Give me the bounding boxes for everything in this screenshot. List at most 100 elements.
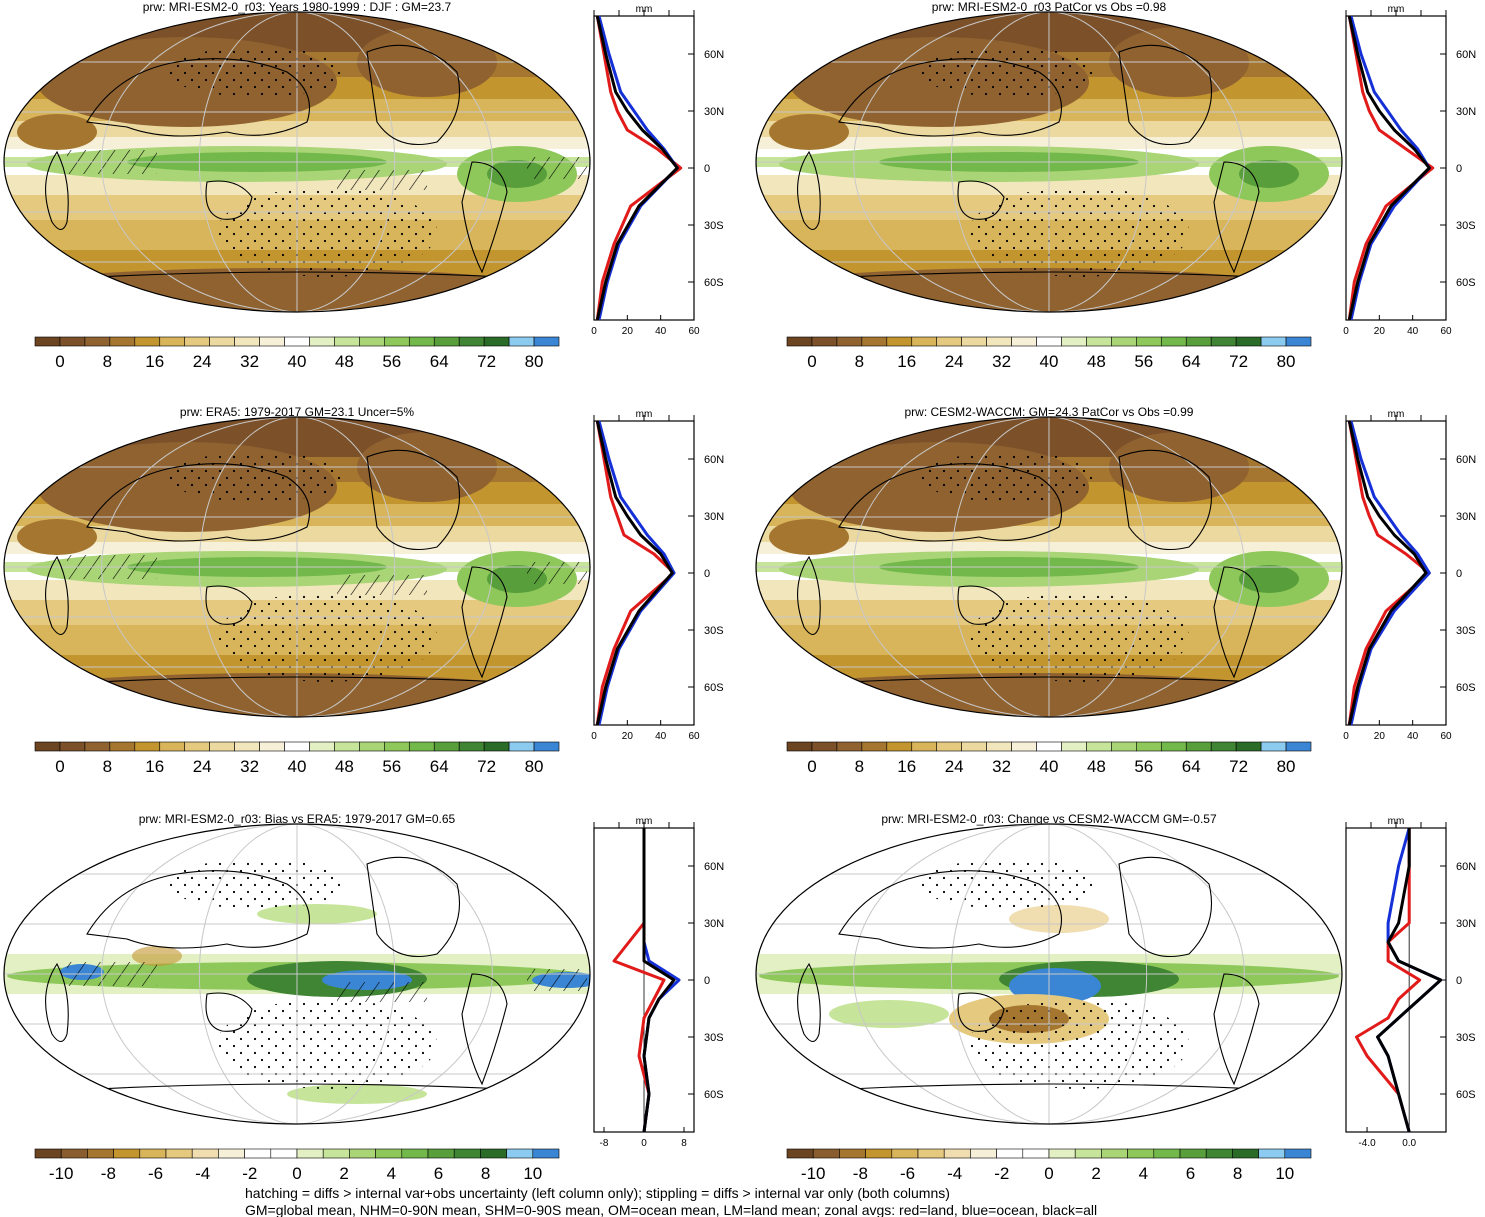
map-field xyxy=(756,417,1342,717)
profile-lat-label: 0 xyxy=(1456,568,1462,580)
colorbar-swatch xyxy=(483,741,510,752)
colorbar-swatch xyxy=(865,1148,893,1159)
colorbar-label: -10 xyxy=(49,1164,74,1183)
profile-x-label: -4.0 xyxy=(1358,1138,1376,1149)
colorbar-label: -8 xyxy=(853,1164,868,1183)
zonal-profile: mm -8 0 8 60N 30N 0 30S 60S xyxy=(593,816,724,1149)
profile-lat-label: 60N xyxy=(704,49,724,61)
colorbar-label: 32 xyxy=(240,352,259,371)
colorbar-label: 0 xyxy=(55,352,64,371)
colorbar-label: 0 xyxy=(292,1164,301,1183)
colorbar-label: 40 xyxy=(1040,757,1059,776)
colorbar-swatch xyxy=(917,1148,945,1159)
colorbar-swatch xyxy=(1260,741,1287,752)
profile-lat-label: 30N xyxy=(1456,918,1476,930)
profile-unit: mm xyxy=(1388,816,1405,827)
panel-p6: prw: MRI-ESM2-0_r03: Change vs CESM2-WAC… xyxy=(755,812,1476,1183)
colorbar-label: 8 xyxy=(855,352,864,371)
profile-lat-label: 30N xyxy=(1456,106,1476,118)
colorbar-swatch xyxy=(60,1148,88,1159)
colorbar-swatch xyxy=(113,1148,141,1159)
colorbar-swatch xyxy=(218,1148,245,1159)
colorbar-label: 80 xyxy=(525,757,544,776)
profile-lat-label: 60N xyxy=(704,454,724,466)
map-graticule xyxy=(4,417,590,717)
profile-lat-label: 0 xyxy=(1456,163,1462,175)
map-graticule xyxy=(756,12,1342,312)
zonal-profile: mm 0 20 40 60 60N 30N 0 30S 60S xyxy=(1343,4,1476,337)
colorbar-label: -2 xyxy=(242,1164,257,1183)
colorbar-swatch xyxy=(334,336,360,347)
profile-unit: mm xyxy=(636,4,653,15)
profile-line-ocean xyxy=(1349,15,1431,321)
colorbar-swatch xyxy=(1185,336,1212,347)
colorbar-label: 16 xyxy=(145,757,164,776)
colorbar-label: 72 xyxy=(477,757,496,776)
colorbar-label: 56 xyxy=(382,757,401,776)
colorbar-label: 0 xyxy=(1044,1164,1053,1183)
colorbar-label: 40 xyxy=(288,757,307,776)
colorbar-swatch xyxy=(1086,336,1112,347)
colorbar-swatch xyxy=(836,741,863,752)
footer-line-2: GM=global mean, NHM=0-90N mean, SHM=0-90… xyxy=(245,1202,1097,1217)
colorbar-swatch xyxy=(1153,1148,1181,1159)
colorbar-label: 48 xyxy=(1087,757,1106,776)
colorbar: 0 8 16 24 32 40 48 56 64 72 80 xyxy=(786,741,1312,776)
colorbar-swatch xyxy=(84,336,111,347)
colorbar-swatch xyxy=(270,1148,298,1159)
profile-lat-label: 0 xyxy=(1456,975,1462,987)
colorbar-swatch xyxy=(1036,741,1062,752)
colorbar-label: 40 xyxy=(288,352,307,371)
colorbar-label: 8 xyxy=(855,757,864,776)
map-graticule xyxy=(4,12,590,312)
zonal-profile: mm 0 20 40 60 60N 30N 0 30S 60S xyxy=(591,4,724,337)
profile-lat-label: 60S xyxy=(704,277,724,289)
colorbar-label: 64 xyxy=(430,352,449,371)
colorbar-swatch xyxy=(1011,741,1037,752)
colorbar-swatch xyxy=(1061,741,1087,752)
colorbar-label: -6 xyxy=(900,1164,915,1183)
map-field xyxy=(756,824,1342,1124)
map-graticule xyxy=(756,824,1342,1124)
colorbar-swatch xyxy=(359,336,385,347)
colorbar-swatch xyxy=(936,741,962,752)
profile-line-all xyxy=(1347,15,1431,321)
colorbar-swatch xyxy=(309,741,335,752)
colorbar-label: -10 xyxy=(801,1164,826,1183)
colorbar-swatch xyxy=(184,336,210,347)
colorbar-swatch xyxy=(109,741,136,752)
profile-line-ocean xyxy=(1349,420,1431,726)
colorbar-label: 72 xyxy=(1229,352,1248,371)
colorbar-swatch xyxy=(244,1148,272,1159)
profile-unit: mm xyxy=(636,409,653,420)
colorbar-label: 8 xyxy=(481,1164,490,1183)
profile-x-label: 40 xyxy=(655,731,667,742)
profile-line-all xyxy=(1376,828,1443,1133)
colorbar-swatch xyxy=(209,336,235,347)
colorbar-swatch xyxy=(322,1148,350,1159)
colorbar-label: 40 xyxy=(1040,352,1059,371)
map-outline xyxy=(3,416,591,718)
profile-line-all xyxy=(1347,420,1428,726)
map-outline xyxy=(755,416,1343,718)
profile-x-label: 20 xyxy=(1374,326,1386,337)
colorbar-swatch xyxy=(886,336,913,347)
map-outline xyxy=(755,11,1343,313)
map-outline xyxy=(755,823,1343,1125)
colorbar-label: 80 xyxy=(1277,757,1296,776)
profile-line-ocean xyxy=(597,420,676,726)
map-outline xyxy=(3,823,591,1125)
colorbar-swatch xyxy=(986,336,1012,347)
colorbar-swatch xyxy=(961,741,987,752)
profile-unit: mm xyxy=(1388,409,1405,420)
colorbar: 0 8 16 24 32 40 48 56 64 72 80 xyxy=(34,741,560,776)
colorbar: 0 8 16 24 32 40 48 56 64 72 80 xyxy=(786,336,1312,371)
colorbar-swatch xyxy=(209,741,235,752)
colorbar-swatch xyxy=(533,336,560,347)
panel-title: prw: CESM2-WACCM: GM=24.3 PatCor vs Obs … xyxy=(905,405,1194,419)
colorbar-label: 0 xyxy=(55,757,64,776)
colorbar-swatch xyxy=(811,741,838,752)
colorbar-swatch xyxy=(812,1148,840,1159)
colorbar-label: 16 xyxy=(145,352,164,371)
colorbar-swatch xyxy=(159,336,186,347)
